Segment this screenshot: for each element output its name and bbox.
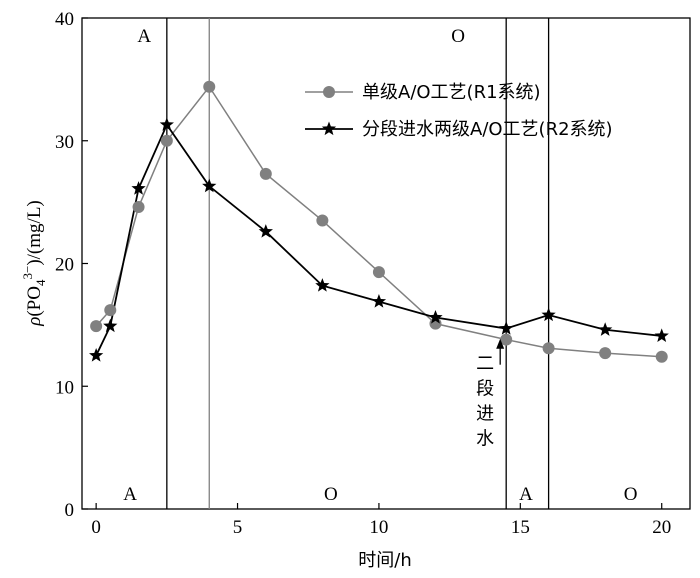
data-point-star xyxy=(315,278,330,292)
y-axis-label-open: (PO xyxy=(24,286,45,317)
data-point-star xyxy=(499,321,514,335)
annotation-char: 进 xyxy=(476,404,494,425)
data-point-circle xyxy=(90,320,103,333)
data-point-circle xyxy=(132,201,145,214)
y-axis-label-sub: 4 xyxy=(33,279,48,286)
data-point-circle xyxy=(203,80,216,93)
annotation-char: 水 xyxy=(476,429,494,450)
x-axis-label: 时间/h xyxy=(358,550,411,571)
data-point-circle xyxy=(160,134,173,147)
annotation-char: 二 xyxy=(476,354,494,375)
data-point-star xyxy=(258,224,273,238)
x-tick-label: 10 xyxy=(369,517,388,538)
legend-entry-label: 单级A/O工艺(R1系统) xyxy=(362,82,541,103)
y-tick-label: 40 xyxy=(55,9,74,30)
phase-divider-lines xyxy=(166,18,550,509)
phase-label-top: A xyxy=(137,26,151,47)
annotation-arrow-head xyxy=(496,338,505,349)
data-point-star xyxy=(103,318,118,333)
data-point-star xyxy=(89,348,104,362)
data-point-star xyxy=(371,294,387,308)
data-point-circle xyxy=(316,214,329,227)
phase-label-bottom: A xyxy=(123,484,137,505)
x-tick-label: 20 xyxy=(652,517,671,538)
y-tick-label: 0 xyxy=(65,500,75,521)
phase-label-top: O xyxy=(451,26,465,47)
data-point-circle xyxy=(599,347,612,360)
x-tick-label: 5 xyxy=(233,517,243,538)
annotation-char: 段 xyxy=(476,379,494,400)
phase-label-bottom: A xyxy=(519,484,533,505)
legend-marker-circle xyxy=(323,86,335,98)
y-axis-label-sup: 3− xyxy=(20,266,35,280)
axis-ticks: 0 5 10 15 20 0 10 20 30 40 xyxy=(55,9,671,538)
data-point-circle xyxy=(372,266,385,279)
data-point-star xyxy=(541,307,556,322)
y-axis-label-close: )/(mg/L) xyxy=(24,200,45,265)
data-point-star xyxy=(159,117,174,131)
y-axis-label: ρ(PO43−)/(mg/L) xyxy=(20,200,48,327)
data-point-circle xyxy=(655,350,668,363)
data-point-star xyxy=(654,328,669,342)
data-point-star xyxy=(131,181,146,195)
data-point-star xyxy=(428,310,443,324)
y-axis-label-rho: ρ xyxy=(24,317,45,327)
series-line xyxy=(95,122,662,356)
data-point-circle xyxy=(104,304,117,317)
y-tick-label: 20 xyxy=(55,255,74,276)
x-tick-label: 15 xyxy=(511,517,530,538)
legend-marker-star xyxy=(321,121,337,136)
phase-label-bottom: O xyxy=(324,484,338,505)
legend: 单级A/O工艺(R1系统) 分段进水两级A/O工艺(R2系统) xyxy=(305,82,613,140)
x-tick-label: 0 xyxy=(91,517,101,538)
data-point-circle xyxy=(542,342,555,355)
data-point-circle xyxy=(259,167,272,180)
phase-label-bottom: O xyxy=(624,484,638,505)
phase-labels: A O A O A O xyxy=(123,26,637,505)
y-tick-label: 10 xyxy=(55,377,74,398)
legend-entry-label: 分段进水两级A/O工艺(R2系统) xyxy=(362,119,613,140)
data-series xyxy=(89,80,669,363)
data-point-star xyxy=(598,322,613,336)
data-point-star xyxy=(202,178,217,193)
y-tick-label: 30 xyxy=(55,132,74,153)
data-point-circle xyxy=(500,333,513,346)
